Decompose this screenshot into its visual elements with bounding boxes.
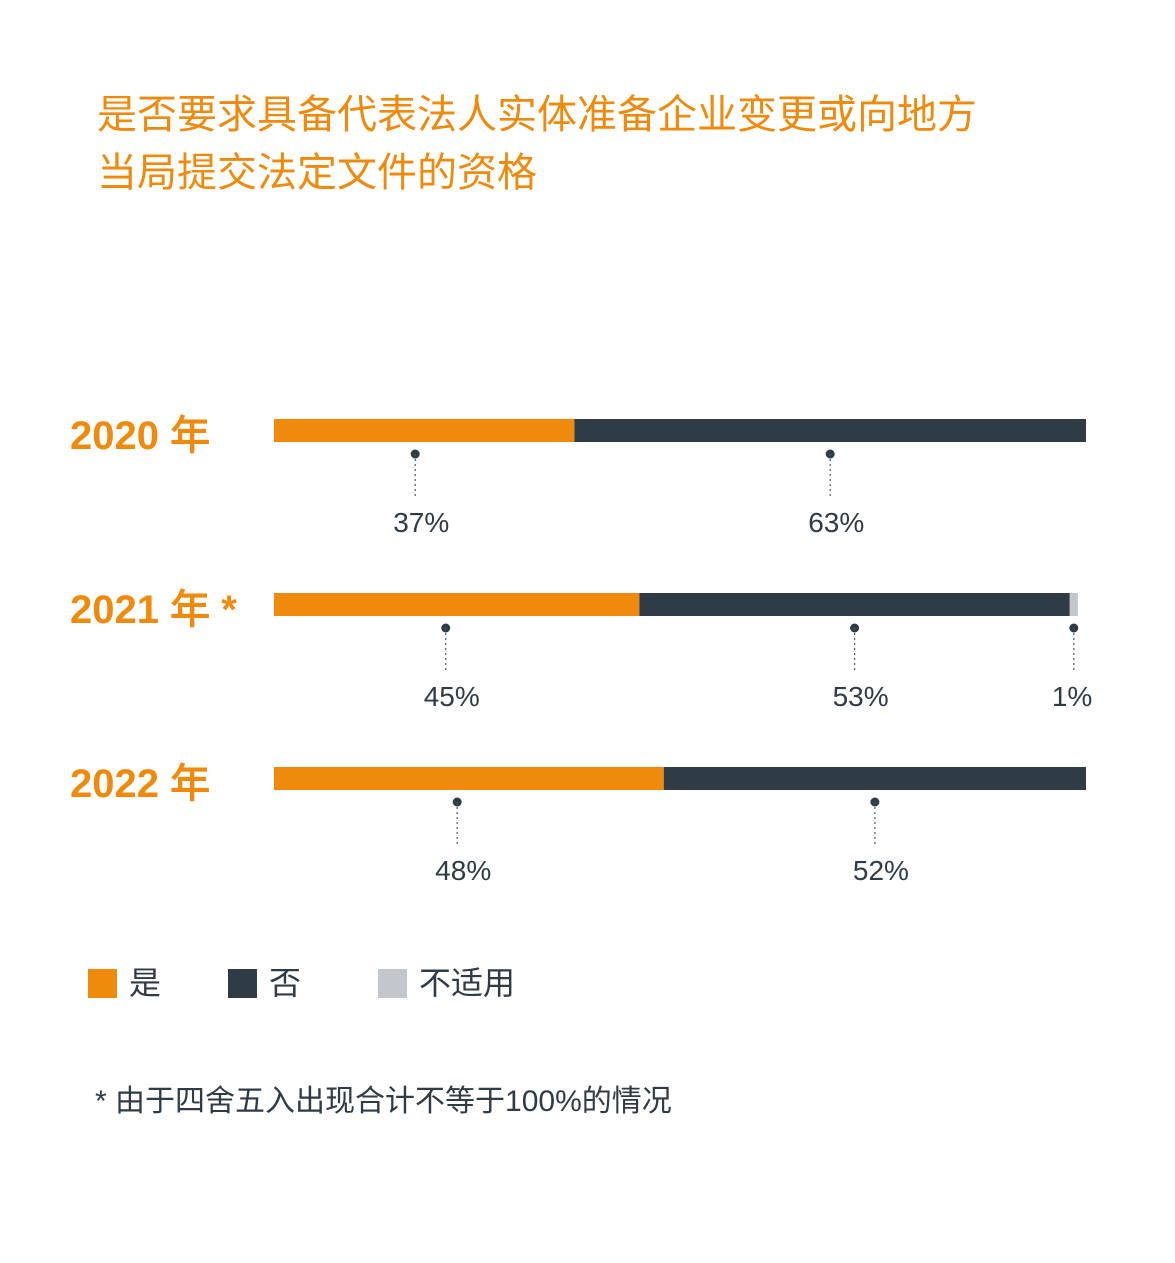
legend-label-no: 否	[269, 965, 302, 1001]
legend-label-yes: 是	[129, 965, 162, 1001]
category-label-2022: 2022 年	[70, 762, 210, 806]
data-label-2022-yes: 48%	[435, 855, 491, 886]
legend-swatch-no	[228, 968, 257, 998]
data-label-2022-no: 52%	[853, 855, 909, 886]
data-label-2021-yes: 45%	[424, 681, 480, 712]
bar-segment-2022-yes	[274, 767, 664, 790]
footnote: * 由于四舍五入出现合计不等于100%的情况	[95, 1085, 672, 1118]
category-label-2020: 2020 年	[70, 414, 210, 458]
legend-swatch-na	[378, 968, 407, 998]
data-label-2021-no: 53%	[833, 681, 889, 712]
bar-segment-2021-yes	[274, 593, 640, 616]
category-label-2021: 2021 年 *	[70, 588, 237, 632]
bar-segment-2022-no	[663, 767, 1086, 790]
data-label-2020-no: 63%	[808, 507, 864, 538]
chart-title: 是否要求具备代表法人实体准备企业变更或向地方 当局提交法定文件的资格	[97, 86, 1057, 202]
legend-item-yes: 是	[88, 963, 161, 1003]
bar-segment-2020-no	[574, 419, 1086, 442]
legend-label-na: 不适用	[419, 965, 516, 1001]
chart-title-line-2: 当局提交法定文件的资格	[97, 151, 537, 195]
legend-item-no: 否	[228, 963, 301, 1003]
stacked-bar-chart: 2020 年 37% 63% 2021 年 * 45% 53% 1% 2022 年 48% 52%	[70, 414, 1092, 886]
legend: 是 否 不适用	[88, 963, 688, 1003]
data-label-2020-yes: 37%	[393, 507, 449, 538]
data-label-2021-na: 1%	[1052, 681, 1092, 712]
legend-item-na: 不适用	[378, 963, 515, 1003]
chart-title-line-1: 是否要求具备代表法人实体准备企业变更或向地方	[97, 93, 977, 137]
bar-segment-2021-no	[639, 593, 1070, 616]
bar-segment-2021-na	[1069, 593, 1078, 616]
bar-segment-2020-yes	[274, 419, 575, 442]
legend-swatch-yes	[88, 968, 117, 998]
